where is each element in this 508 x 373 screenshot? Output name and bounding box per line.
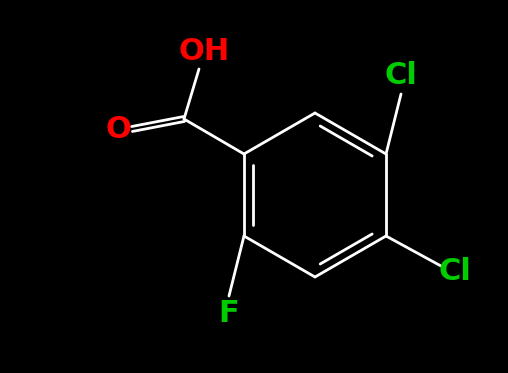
Text: F: F [218, 300, 239, 329]
Text: O: O [105, 115, 131, 144]
Text: Cl: Cl [438, 257, 471, 285]
Text: Cl: Cl [385, 62, 418, 91]
Text: OH: OH [178, 37, 230, 66]
